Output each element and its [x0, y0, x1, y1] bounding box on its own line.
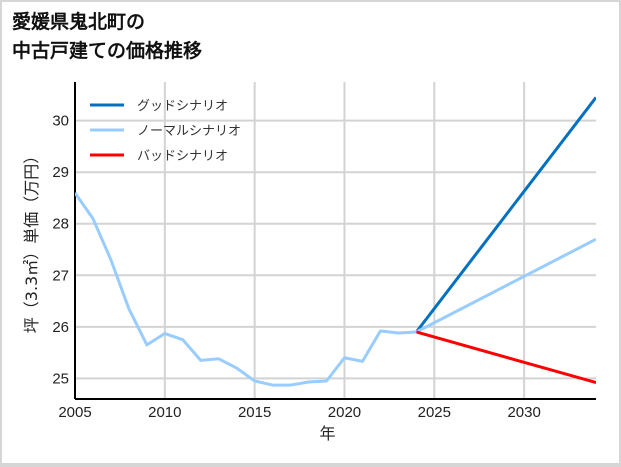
- chart-title: 愛媛県鬼北町の 中古戸建ての価格推移: [12, 8, 202, 66]
- series-line-2: [415, 330, 596, 384]
- y-tick-label: 26: [52, 319, 69, 336]
- x-tick-label: 2015: [238, 404, 271, 421]
- y-tick-label: 25: [52, 370, 69, 387]
- x-tick-label: 2010: [148, 404, 181, 421]
- title-line-1: 愛媛県鬼北町の: [12, 11, 146, 33]
- legend-label: バッドシナリオ: [137, 149, 228, 164]
- x-tick-label: 2005: [58, 404, 91, 421]
- y-tick-label: 27: [52, 267, 69, 284]
- series-line-1: [415, 237, 596, 334]
- series-line-0: [415, 96, 596, 333]
- y-tick-label: 30: [52, 113, 69, 130]
- x-axis-label: 年: [319, 424, 335, 443]
- y-tick-label: 28: [52, 216, 69, 233]
- legend-label: グッドシナリオ: [137, 99, 228, 114]
- legend-label: ノーマルシナリオ: [137, 124, 241, 139]
- historical-line: [75, 191, 417, 387]
- x-tick-label: 2030: [507, 404, 540, 421]
- x-tick-label: 2020: [328, 404, 361, 421]
- x-tick-label: 2025: [418, 404, 451, 421]
- y-axis-label: 坪（3.3㎡）単価（万円）: [22, 148, 41, 333]
- title-line-2: 中古戸建ての価格推移: [12, 40, 203, 62]
- y-tick-label: 29: [52, 164, 69, 181]
